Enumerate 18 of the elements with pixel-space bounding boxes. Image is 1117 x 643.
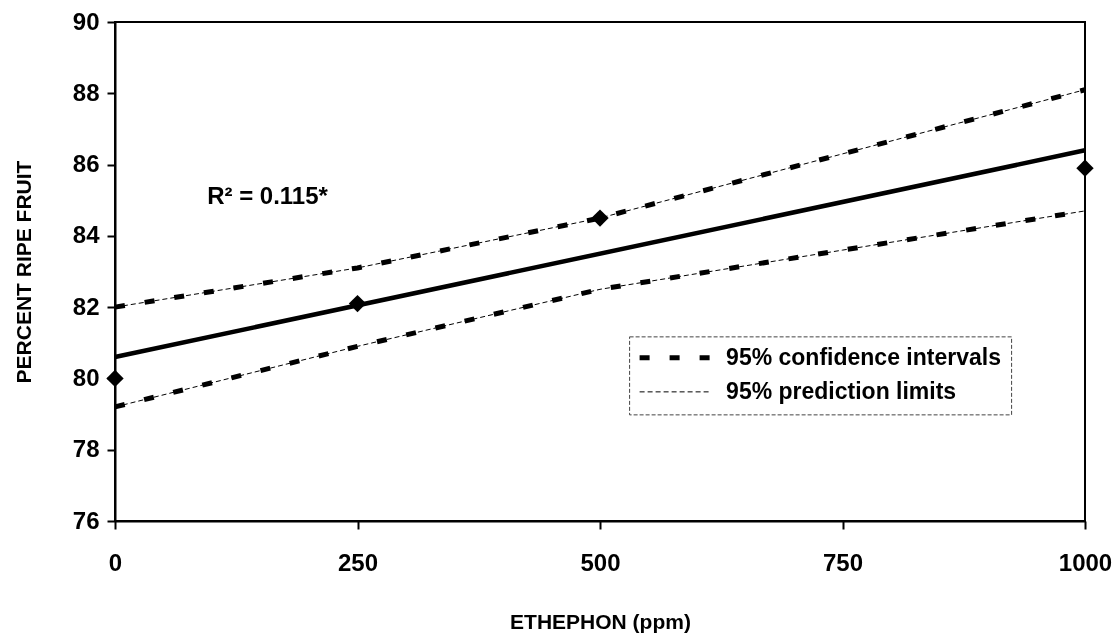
x-tick-label: 1000 <box>1058 548 1113 576</box>
y-axis-title: PERCENT RIPE FRUIT <box>11 160 35 384</box>
y-tick-label: 88 <box>72 78 100 106</box>
y-tick-label: 76 <box>72 506 100 534</box>
annotation: R² = 0.115* <box>207 181 329 209</box>
y-tick-label: 78 <box>72 435 100 463</box>
x-tick-label: 0 <box>108 548 123 576</box>
x-tick-label: 500 <box>580 548 621 576</box>
y-tick-label: 80 <box>72 363 100 391</box>
legend-label: 95% prediction limits <box>726 377 957 404</box>
legend-label: 95% confidence intervals <box>726 343 1001 370</box>
x-tick-label: 250 <box>337 548 379 576</box>
y-tick-label: 90 <box>72 7 100 35</box>
y-tick-label: 82 <box>72 292 100 320</box>
x-tick-label: 750 <box>822 548 864 576</box>
y-tick-label: 86 <box>72 150 100 178</box>
x-axis-title: ETHEPHON (ppm) <box>510 609 691 633</box>
y-tick-label: 84 <box>72 221 101 249</box>
